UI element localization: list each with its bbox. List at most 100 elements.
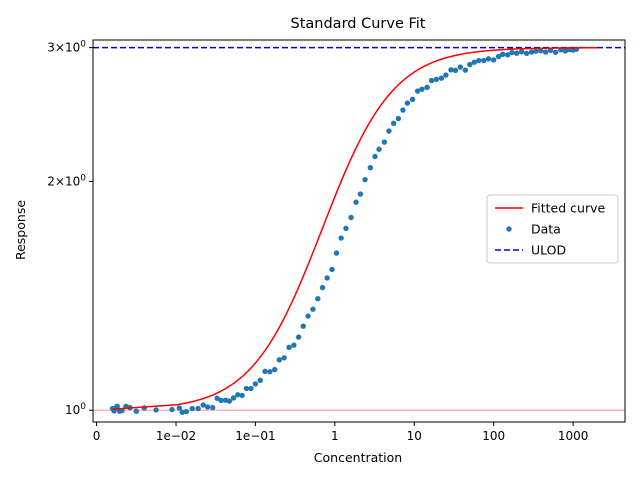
data-point-42	[315, 296, 321, 302]
data-point-59	[395, 115, 402, 122]
data-point-88	[533, 48, 539, 54]
data-point-73	[462, 67, 469, 73]
data-point-45	[329, 266, 335, 273]
legend-label-2: ULOD	[531, 243, 566, 258]
data-point-68	[438, 75, 445, 81]
data-point-77	[481, 57, 487, 64]
data-point-52	[362, 176, 368, 183]
x-tick-label-1: 1e−02	[156, 429, 196, 443]
data-point-12	[176, 405, 182, 411]
data-point-20	[214, 395, 220, 401]
x-tick-label-6: 1000	[558, 429, 589, 443]
y-axis-label: Response	[13, 200, 28, 260]
data-point-86	[523, 50, 530, 57]
fitted-curve	[112, 47, 598, 410]
data-point-56	[381, 139, 388, 145]
data-point-25	[235, 392, 241, 398]
data-point-75	[471, 59, 478, 65]
data-point-9	[141, 405, 147, 411]
data-point-8	[133, 408, 139, 414]
data-point-15	[189, 405, 195, 412]
y-tick-label-0: 100	[65, 402, 86, 417]
data-point-29	[252, 381, 259, 387]
data-point-11	[169, 406, 175, 413]
data-point-82	[504, 52, 511, 58]
data-point-32	[267, 368, 273, 375]
x-tick-label-4: 10	[407, 429, 422, 443]
legend-label-0: Fitted curve	[531, 201, 605, 216]
data-point-37	[291, 342, 297, 348]
x-tick-label-3: 1	[331, 429, 339, 443]
data-point-81	[500, 51, 506, 57]
data-point-74	[467, 61, 473, 68]
data-point-63	[414, 88, 421, 94]
data-point-14	[183, 408, 190, 415]
data-point-31	[262, 368, 268, 375]
data-point-80	[495, 53, 502, 60]
data-point-50	[353, 199, 359, 205]
data-point-27	[243, 385, 250, 392]
data-point-34	[276, 357, 283, 363]
data-point-16	[195, 405, 201, 412]
data-point-3	[114, 403, 120, 410]
data-point-85	[518, 49, 525, 55]
x-tick-label-2: 1e−01	[235, 429, 275, 443]
data-point-87	[528, 49, 535, 55]
data-point-90	[542, 49, 549, 55]
data-point-94	[562, 48, 569, 54]
data-point-51	[357, 191, 364, 197]
data-point-28	[248, 385, 254, 392]
data-point-58	[390, 120, 397, 127]
data-point-78	[485, 56, 492, 62]
data-point-10	[153, 407, 159, 413]
data-point-57	[386, 128, 392, 134]
data-point-43	[319, 284, 326, 291]
data-point-71	[452, 67, 459, 74]
legend-marker-1	[506, 226, 512, 232]
data-point-46	[333, 250, 340, 256]
data-point-39	[300, 323, 306, 329]
x-tick-label-5: 100	[482, 429, 505, 443]
data-point-91	[547, 47, 554, 54]
x-tick-label-0: 0	[93, 429, 101, 443]
data-point-84	[514, 50, 520, 56]
data-point-60	[400, 107, 406, 113]
data-point-79	[490, 57, 497, 63]
data-point-67	[433, 76, 440, 83]
data-point-62	[409, 96, 416, 103]
data-point-48	[343, 225, 349, 232]
data-point-76	[476, 57, 482, 64]
y-tick-label-1: 2×100	[47, 173, 86, 188]
legend-label-1: Data	[531, 222, 561, 237]
data-point-64	[419, 86, 425, 92]
data-point-26	[239, 392, 245, 399]
data-point-66	[428, 77, 435, 84]
chart-title: Standard Curve Fit	[291, 16, 426, 32]
data-point-69	[443, 72, 449, 78]
plot-area: 0 1e−02 1e−01 1 10 100 1000 100 2×100 3×100	[47, 39, 626, 443]
data-point-65	[424, 84, 430, 91]
data-point-72	[457, 64, 464, 70]
data-point-21	[218, 397, 224, 404]
data-point-13	[179, 409, 185, 415]
data-point-19	[210, 404, 216, 411]
plot-frame	[92, 39, 626, 423]
data-point-30	[257, 377, 263, 383]
x-axis-label: Concentration	[314, 450, 402, 465]
data-point-83	[509, 49, 515, 56]
data-point-44	[324, 275, 330, 281]
data-point-17	[200, 402, 206, 408]
data-point-49	[348, 214, 354, 221]
data-point-24	[230, 395, 237, 401]
legend-box	[486, 194, 619, 264]
data-point-54	[372, 153, 378, 160]
y-tick-label-2: 3×100	[47, 40, 86, 55]
data-point-18	[204, 404, 211, 410]
data-point-92	[552, 49, 559, 55]
data-point-47	[338, 235, 344, 241]
data-point-36	[286, 344, 292, 351]
data-point-89	[537, 48, 544, 54]
data-point-55	[376, 146, 382, 152]
legend: Fitted curve Data ULOD	[486, 194, 619, 264]
